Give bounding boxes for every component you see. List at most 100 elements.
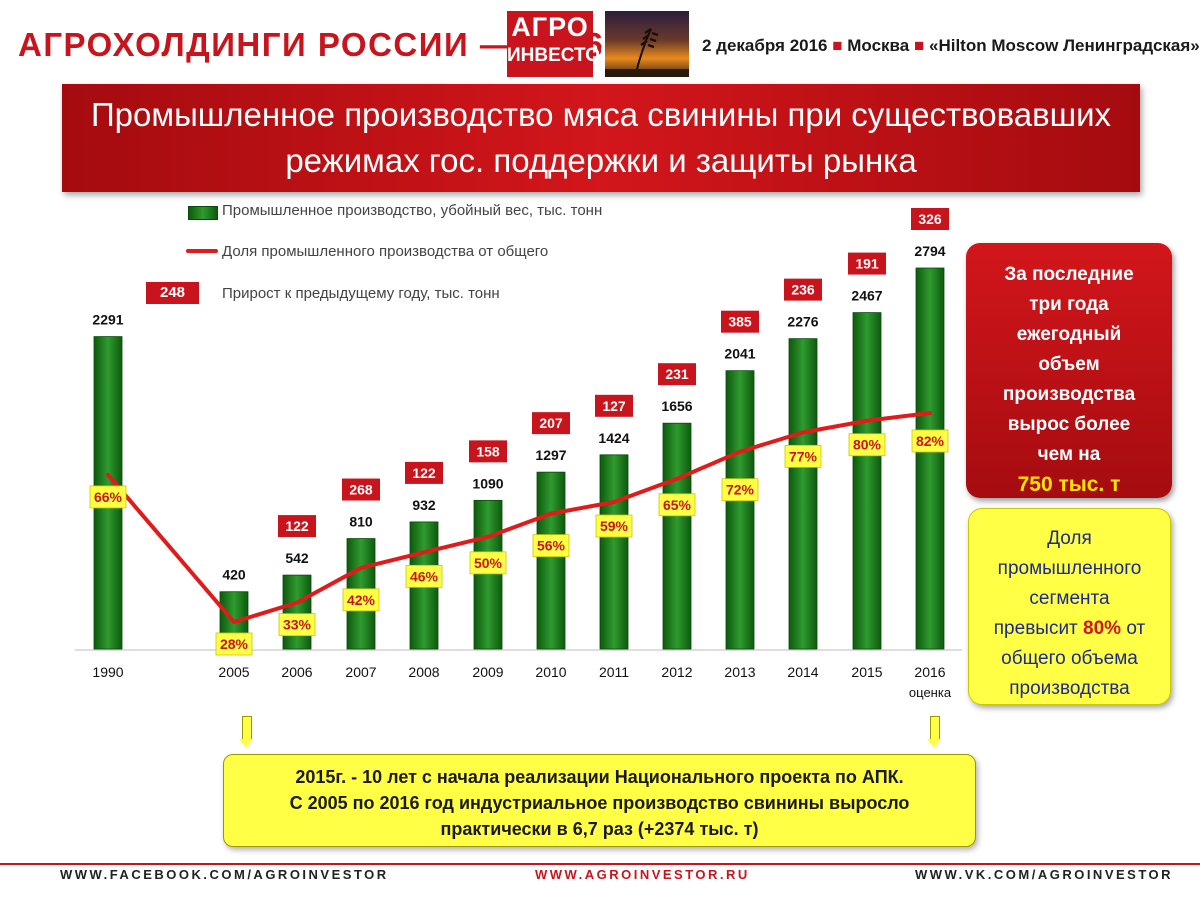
share-label-box [469,551,507,575]
share-label-box [784,444,822,468]
conference-title: АГРОХОЛДИНГИ РОССИИ — 2016 [18,26,605,63]
arrow-head-icon [239,739,253,748]
footer-vk-link[interactable]: WWW.VK.COM/AGROINVESTOR [915,867,1174,882]
bar [473,499,503,650]
share-label-box [405,564,443,588]
bar-value-label: 2276 [787,314,818,330]
share-label-box [658,493,696,517]
bar-value-label: 932 [412,497,436,513]
growth-label-box [721,310,759,333]
x-tick-label: 2007 [345,664,376,680]
note-line: С 2005 по 2016 год индустриальное произв… [289,793,910,813]
share-label: 80% [853,437,882,453]
x-tick-label: 2013 [724,664,755,680]
bar [788,338,818,650]
share-label: 72% [726,482,755,498]
callout-line: три года [1029,294,1109,315]
separator-icon: ■ [832,36,843,55]
bar-value-label: 1424 [598,430,629,446]
logo-line2: ИНВЕСТОР [507,45,613,66]
bar [915,267,945,650]
arrow-down-icon [242,716,252,740]
bar-value-label: 2291 [92,312,123,328]
share-label: 66% [94,489,123,505]
x-tick-label: 2012 [661,664,692,680]
growth-label-box [342,478,380,501]
share-label: 33% [283,617,312,633]
x-tick-sublabel: оценка [909,685,952,700]
bar-value-label: 2794 [914,243,945,259]
agroinvestor-logo[interactable]: АГРО ИНВЕСТОР [507,11,613,77]
share-label: 65% [663,497,692,513]
x-tick-label: 2014 [787,664,818,680]
x-tick-label: 2006 [281,664,312,680]
bar-value-label: 810 [349,514,373,530]
share-label: 50% [474,555,503,571]
callout-highlight: 750 тыс. т [1017,473,1121,496]
growth-label: 231 [665,366,689,382]
bar [282,574,312,650]
x-tick-label: 2010 [535,664,566,680]
share-label: 77% [789,448,818,464]
callout-line: объем [1038,354,1100,375]
callout-line: чем на [1037,444,1101,465]
callout-line: производства [1002,384,1136,405]
legend-bar-label: Промышленное производство, убойный вес, … [222,202,603,219]
growth-label: 158 [476,443,500,459]
share-label-box [595,514,633,538]
arrow-head-icon [927,739,941,748]
growth-label: 122 [412,465,436,481]
bar [599,454,629,650]
share-label: 46% [410,568,439,584]
growth-label-box [532,412,570,435]
callout-line: общего объема [1001,648,1138,669]
footer-facebook-link[interactable]: WWW.FACEBOOK.COM/AGROINVESTOR [60,867,389,882]
legend-growth-sample: 248 [146,282,199,304]
callout-line: За последние [1004,264,1134,285]
event-city: Москва [847,36,910,55]
callout-highlight: 80% [1083,618,1122,639]
growth-label: 127 [602,398,626,414]
growth-callout: За последние три года ежегодный объем пр… [966,243,1172,498]
share-label-box [342,588,380,612]
share-label-box [721,478,759,502]
growth-label-box [658,363,696,386]
growth-label: 385 [728,314,752,330]
callout-line: производства [1009,678,1130,699]
growth-label-box [911,208,949,230]
growth-label-box [278,515,316,538]
bar-value-label: 420 [222,567,246,583]
callout-line: Доля [1047,528,1092,549]
note-line: 2015г. - 10 лет с начала реализации Наци… [295,767,904,787]
footer-site-link[interactable]: WWW.AGROINVESTOR.RU [535,867,750,882]
bar-value-label: 2041 [724,346,755,362]
legend-bar-swatch [188,206,218,220]
callout-text: превысит [993,618,1078,639]
bar [852,312,882,650]
growth-label: 122 [285,518,309,534]
wheat-sunset-image [605,11,689,78]
share-label: 56% [537,538,566,554]
growth-label-box [469,440,507,463]
growth-label: 191 [855,256,879,272]
x-tick-label: 2015 [851,664,882,680]
event-venue: «Hilton Moscow Ленинградская» [928,36,1200,55]
callout-line: вырос более [1007,414,1131,435]
growth-label-box [784,278,822,301]
national-project-note: 2015г. - 10 лет с начала реализации Наци… [223,754,976,847]
x-tick-label: 2005 [218,664,249,680]
x-tick-label: 2008 [408,664,439,680]
callout-line: превысит 80% от [969,614,1170,644]
event-date: 2 декабря 2016 [702,36,828,55]
bar-value-label: 1656 [661,398,692,414]
growth-label-box [848,252,886,275]
separator-icon: ■ [913,36,925,55]
share-label: 82% [916,433,945,449]
share-label: 42% [347,592,376,608]
share-label: 59% [600,518,629,534]
note-line: практически в 6,7 раз (+2374 тыс. т) [440,819,759,839]
slide-title: Промышленное производство мяса свинины п… [62,84,1140,192]
callout-line: сегмента [1029,588,1110,609]
share-label-box [532,534,570,558]
arrow-down-icon [930,716,940,740]
